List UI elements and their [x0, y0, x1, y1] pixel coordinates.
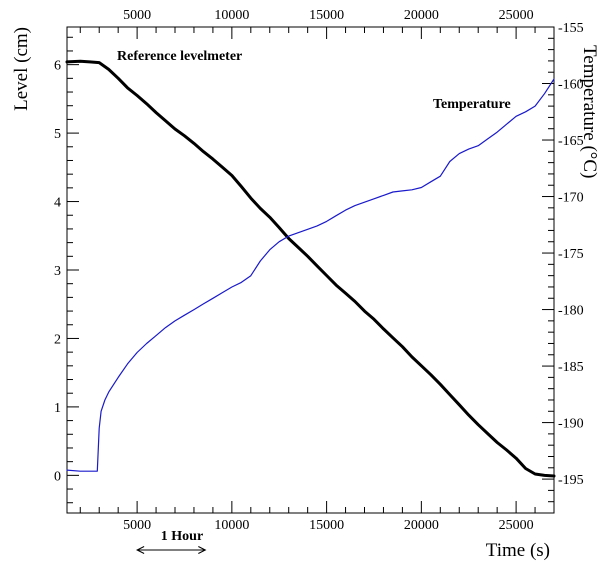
y-left-tick-label: 5 [54, 127, 61, 142]
x-tick-label-top: 5000 [123, 8, 151, 23]
y-left-tick-label: 2 [54, 332, 61, 347]
y-right-tick-label: -190 [558, 417, 584, 432]
x-tick-label-top: 20000 [404, 8, 439, 23]
y-left-tick-label: 3 [54, 264, 61, 279]
y-right-tick-label: -155 [558, 21, 584, 36]
y-left-tick-label: 6 [54, 59, 61, 74]
y-right-tick-label: -160 [558, 78, 584, 93]
series-line-level [65, 59, 556, 478]
y-right-tick-label: -195 [558, 473, 584, 488]
y-right-tick-label: -180 [558, 304, 584, 319]
y-left-tick-label: 1 [54, 401, 61, 416]
annotation-level: Reference levelmeter [117, 49, 242, 64]
y-right-tick-label: -185 [558, 360, 584, 375]
y-left-tick-label: 0 [54, 469, 61, 484]
x-tick-label-top: 15000 [309, 8, 344, 23]
x-tick-label-top: 25000 [499, 8, 534, 23]
x-tick-label-bottom: 10000 [214, 518, 249, 533]
scale-bar-arrow [135, 546, 207, 554]
y-right-tick-label: -170 [558, 191, 584, 206]
y-left-tick-label: 4 [54, 196, 61, 211]
series-line-temperature [66, 78, 555, 472]
x-axis-title: Time (s) [486, 540, 550, 561]
annotation-temperature: Temperature [433, 97, 511, 112]
scale-bar-label: 1 Hour [161, 529, 203, 544]
x-tick-label-top: 10000 [214, 8, 249, 23]
y-right-tick-label: -175 [558, 247, 584, 262]
x-tick-label-bottom: 20000 [404, 518, 439, 533]
y-right-axis-title: Temperature (°C) [579, 45, 600, 178]
x-tick-label-bottom: 15000 [309, 518, 344, 533]
y-left-axis-title: Level (cm) [11, 27, 32, 111]
series-layer [65, 59, 556, 478]
x-tick-label-bottom: 5000 [123, 518, 151, 533]
axis-ticks: 5000500010000100001500015000200002000025… [54, 8, 584, 533]
y-right-tick-label: -165 [558, 134, 584, 149]
x-tick-label-bottom: 25000 [499, 518, 534, 533]
